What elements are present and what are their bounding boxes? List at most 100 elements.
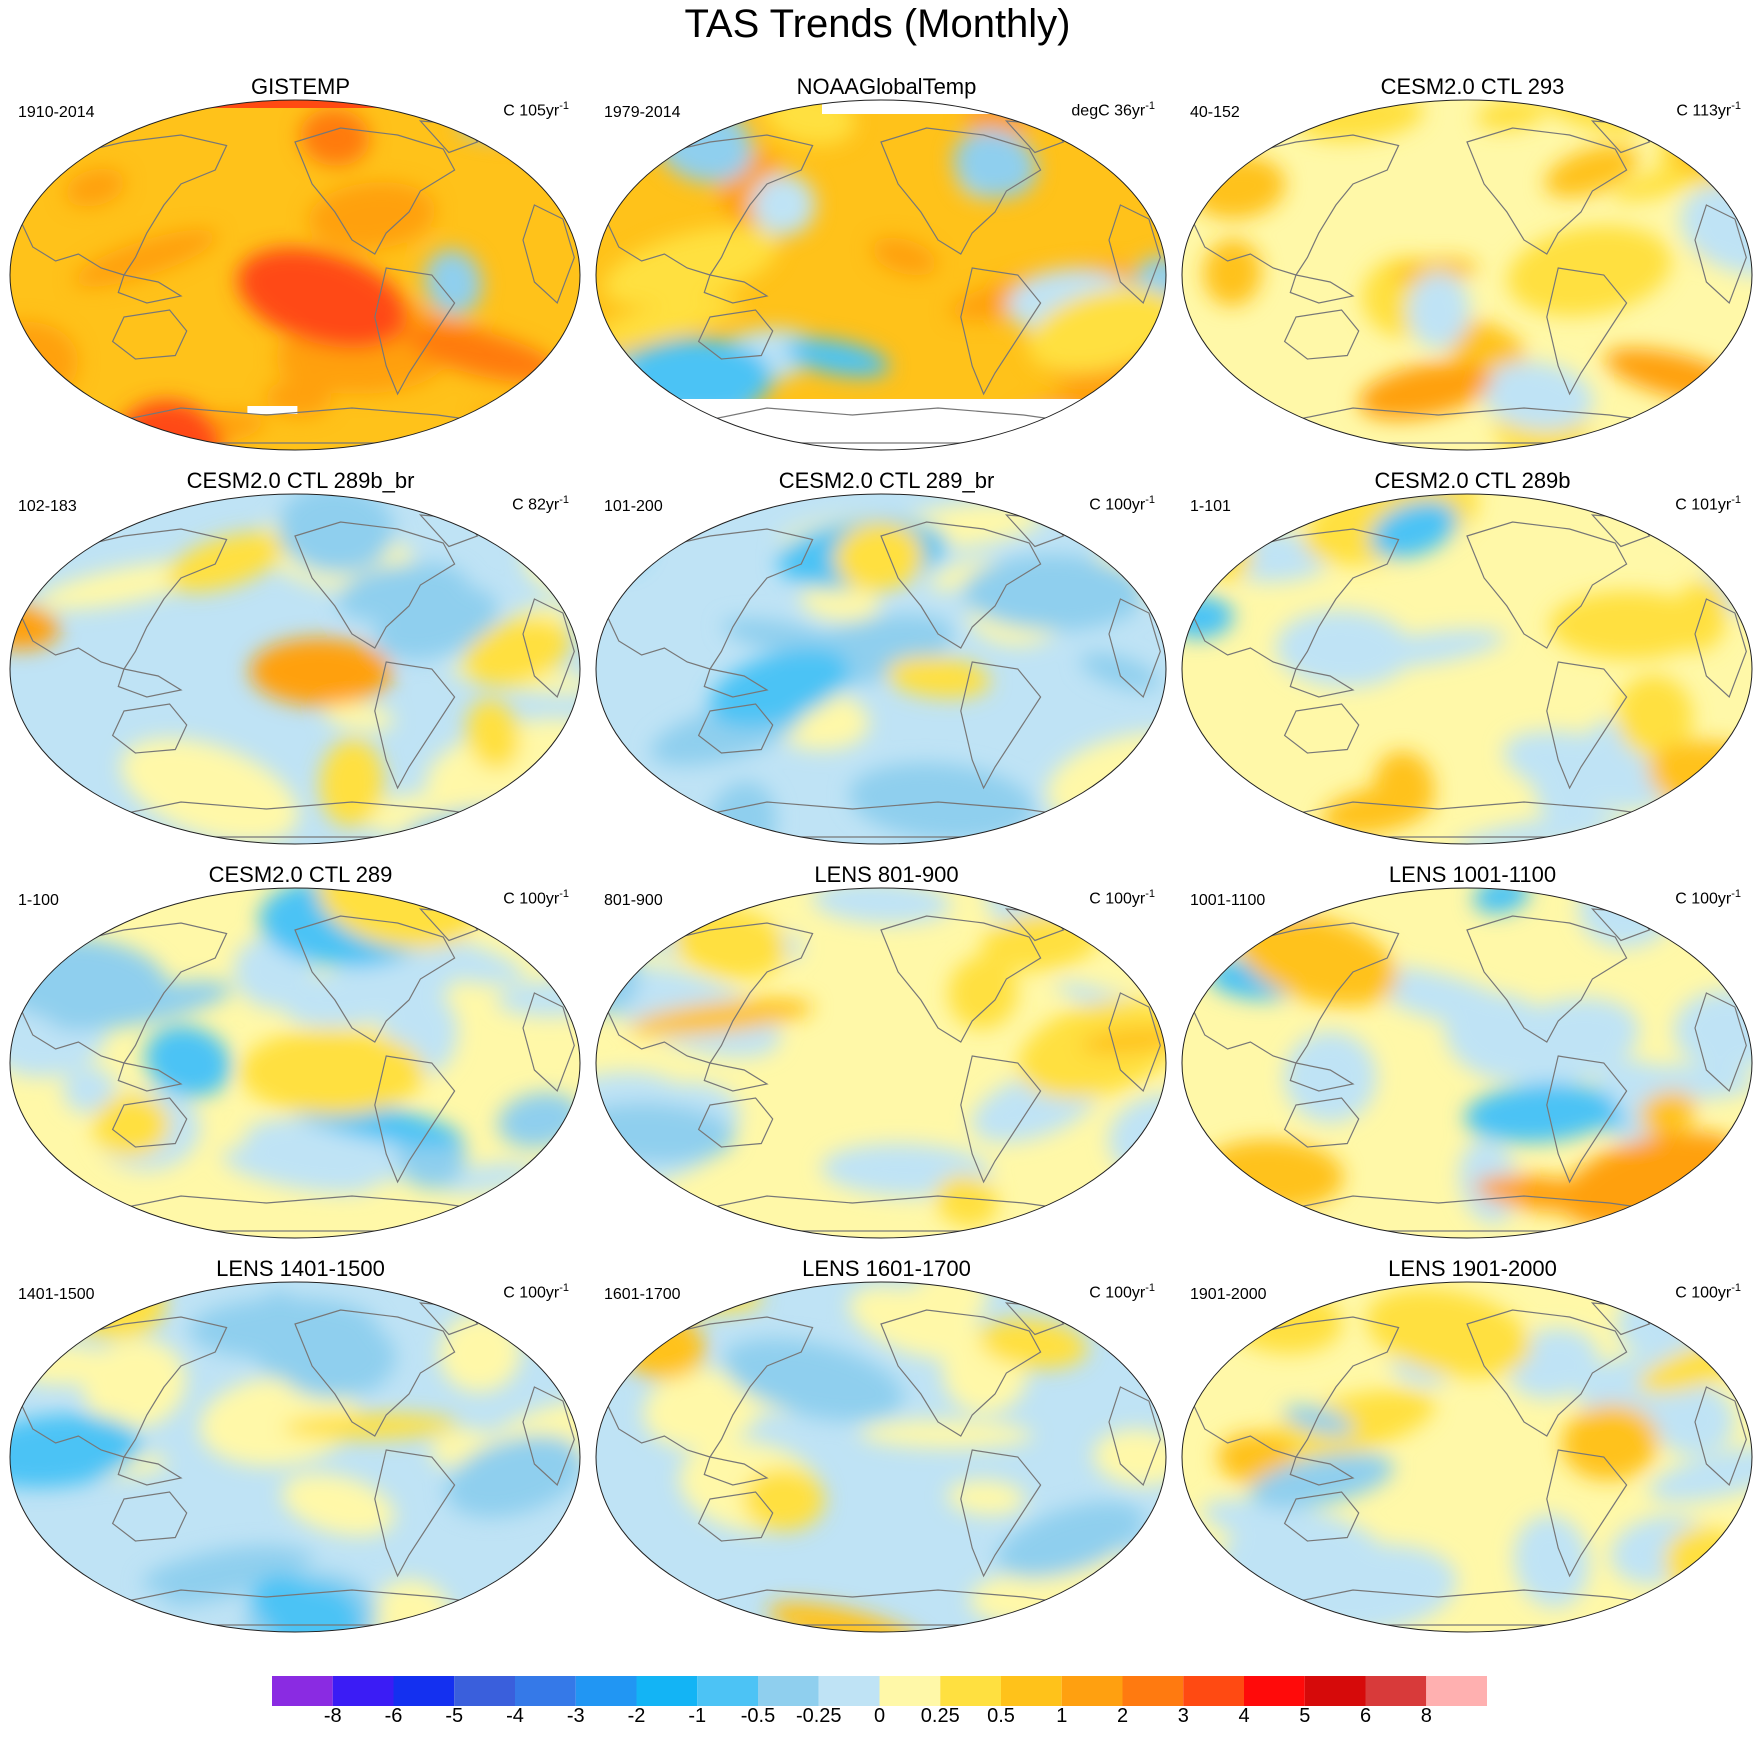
panel-title: LENS 1601-1700 [802, 1256, 971, 1281]
colorbar-tick-label: -4 [506, 1705, 524, 1727]
map-panel: CESM2.0 CTL 289 1-100 C 100yr-1 [8, 862, 593, 1257]
colorbar-tick-label: 2 [1116, 1705, 1129, 1727]
period-label: 102-183 [18, 498, 77, 515]
units-label: C 100yr-1 [503, 1282, 569, 1302]
period-label: 40-152 [1190, 104, 1240, 121]
trend-map [595, 887, 1167, 1239]
colorbar-swatch [393, 1676, 455, 1706]
colorbar-swatch [1001, 1676, 1062, 1706]
colorbar-swatch [1426, 1676, 1487, 1706]
map-panel: LENS 1901-2000 1901-2000 C 100yr-1 [1180, 1256, 1755, 1651]
trend-map [9, 99, 581, 451]
colorbar-tick-label: 1 [1056, 1705, 1068, 1727]
colorbar-tick-label: 5 [1299, 1705, 1311, 1727]
colorbar-swatch [332, 1676, 394, 1706]
colorbar-tick-label: 0.25 [920, 1705, 960, 1727]
panel-title: LENS 1401-1500 [216, 1256, 385, 1281]
colorbar-swatch [515, 1676, 576, 1706]
trend-map [1181, 1281, 1753, 1633]
map-panel: GISTEMP 1910-2014 C 105yr-1 [8, 74, 593, 469]
trend-map [9, 493, 581, 845]
colorbar-swatch [1122, 1676, 1184, 1706]
units-label: C 101yr-1 [1675, 494, 1741, 514]
panel-title: NOAAGlobalTemp [796, 74, 977, 99]
trend-map [595, 1281, 1167, 1633]
colorbar-swatch [940, 1676, 1001, 1706]
colorbar-swatch [1244, 1676, 1305, 1706]
units-label: C 113yr-1 [1676, 100, 1741, 120]
colorbar-swatch [758, 1676, 819, 1706]
units-label: C 82yr-1 [512, 494, 569, 514]
colorbar-tick-label: 0.5 [987, 1705, 1015, 1727]
panel-title: GISTEMP [250, 74, 350, 99]
colorbar-swatch [1061, 1676, 1123, 1706]
panel-title: CESM2.0 CTL 293 [1380, 74, 1565, 99]
units-label: C 100yr-1 [1675, 888, 1741, 908]
colorbar-swatch [1183, 1676, 1244, 1706]
map-panel: LENS 1001-1100 1001-1100 C 100yr-1 [1180, 862, 1755, 1257]
colorbar-swatch [636, 1676, 698, 1706]
panel-title: LENS 801-900 [814, 862, 959, 887]
colorbar-tick-label: -0.5 [740, 1705, 776, 1727]
figure-title: TAS Trends (Monthly) [684, 2, 1071, 46]
map-panel: NOAAGlobalTemp 1979-2014 degC 36yr-1 [594, 74, 1179, 469]
period-label: 1901-2000 [1190, 1286, 1267, 1303]
panel-title: CESM2.0 CTL 289 [208, 862, 393, 887]
map-panel: CESM2.0 CTL 289b 1-101 C 101yr-1 [1180, 468, 1755, 863]
map-panel: LENS 801-900 801-900 C 100yr-1 [594, 862, 1179, 1257]
colorbar-swatch [879, 1676, 941, 1706]
period-label: 1979-2014 [604, 104, 681, 121]
colorbar-labels: -8 -6 -5 -4 -3 -2 -1 -0.5 -0.25 0 0.25 0.5 1 2 3 4 5 6 8 [0, 1705, 1755, 1735]
map-panel: LENS 1601-1700 1601-1700 C 100yr-1 [594, 1256, 1179, 1651]
trend-map [1181, 493, 1753, 845]
units-label: C 100yr-1 [1089, 494, 1155, 514]
panel-title: CESM2.0 CTL 289b [1374, 468, 1571, 493]
map-panel: LENS 1401-1500 1401-1500 C 100yr-1 [8, 1256, 593, 1651]
colorbar [272, 1676, 1487, 1706]
period-label: 1-100 [18, 892, 59, 909]
trend-map [1181, 99, 1753, 451]
units-label: C 100yr-1 [503, 888, 569, 908]
period-label: 1601-1700 [604, 1286, 681, 1303]
colorbar-swatch [1304, 1676, 1366, 1706]
map-panel: CESM2.0 CTL 293 40-152 C 113yr-1 [1180, 74, 1755, 469]
period-label: 1001-1100 [1190, 892, 1266, 909]
colorbar-swatch [697, 1676, 758, 1706]
period-label: 101-200 [604, 498, 663, 515]
colorbar-tick-label: -2 [627, 1705, 646, 1727]
trend-map [595, 493, 1167, 845]
trend-map [1181, 887, 1753, 1239]
panel-title: LENS 1901-2000 [1388, 1256, 1557, 1281]
panel-title: LENS 1001-1100 [1388, 862, 1557, 887]
colorbar-tick-label: 8 [1420, 1705, 1432, 1727]
panel-title: CESM2.0 CTL 289_br [778, 468, 995, 493]
units-label: C 100yr-1 [1675, 1282, 1741, 1302]
colorbar-tick-label: -6 [384, 1705, 403, 1727]
colorbar-swatch [454, 1676, 515, 1706]
colorbar-swatch [1365, 1676, 1427, 1706]
colorbar-tick-label: 4 [1238, 1705, 1250, 1727]
colorbar-swatch [818, 1676, 880, 1706]
panel-title: CESM2.0 CTL 289b_br [186, 468, 415, 493]
period-label: 1-101 [1190, 498, 1231, 515]
period-label: 801-900 [604, 892, 663, 909]
colorbar-tick-label: -0.25 [795, 1705, 842, 1727]
colorbar-tick-label: 3 [1177, 1705, 1189, 1727]
colorbar-tick-label: 6 [1359, 1705, 1372, 1727]
units-label: degC 36yr-1 [1071, 100, 1155, 120]
map-panel: CESM2.0 CTL 289_br 101-200 C 100yr-1 [594, 468, 1179, 863]
colorbar-tick-label: -1 [688, 1705, 707, 1727]
units-label: C 100yr-1 [1089, 888, 1155, 908]
units-label: C 100yr-1 [1089, 1282, 1155, 1302]
colorbar-tick-label: -3 [566, 1705, 585, 1727]
colorbar-tick-label: -8 [323, 1705, 342, 1727]
colorbar-swatch [575, 1676, 637, 1706]
colorbar-tick-label: -5 [445, 1705, 464, 1727]
map-panel: CESM2.0 CTL 289b_br 102-183 C 82yr-1 [8, 468, 593, 863]
units-label: C 105yr-1 [503, 100, 569, 120]
period-label: 1910-2014 [18, 104, 95, 121]
colorbar-tick-label: 0 [873, 1705, 886, 1727]
period-label: 1401-1500 [18, 1286, 95, 1303]
trend-map [595, 99, 1167, 451]
colorbar-swatch [272, 1676, 333, 1706]
